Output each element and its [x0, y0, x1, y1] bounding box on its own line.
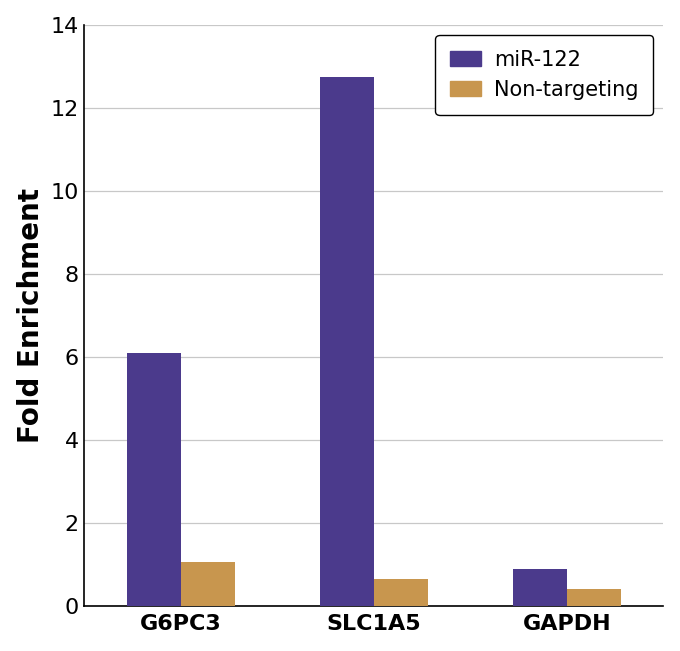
Y-axis label: Fold Enrichment: Fold Enrichment	[17, 188, 45, 443]
Bar	[567, 589, 621, 606]
Bar	[374, 579, 428, 606]
Legend: miR-122, Non-targeting: miR-122, Non-targeting	[435, 35, 653, 115]
Bar	[126, 353, 181, 606]
Bar	[181, 562, 235, 606]
Bar	[513, 568, 567, 606]
Bar	[320, 77, 374, 606]
